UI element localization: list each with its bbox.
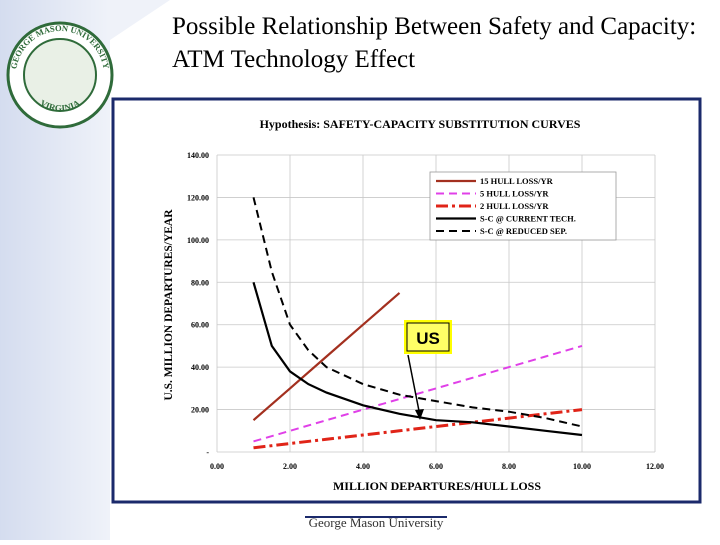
legend-label: 15 HULL LOSS/YR <box>480 176 554 186</box>
footer: George Mason University <box>309 515 444 530</box>
y-tick-label: 20.00 <box>191 406 209 415</box>
title-box: Possible Relationship Between Safety and… <box>172 13 697 73</box>
logo-state-path: VIRGINIA <box>38 98 82 114</box>
y-tick-label: 60.00 <box>191 321 209 330</box>
x-tick-label: 2.00 <box>283 462 297 471</box>
chart-frame <box>111 97 702 504</box>
plot: - 20.00 40.00 60.00 80.00 100.00 120.00 140.00 0… <box>187 151 664 471</box>
x-tick-label: 12.00 <box>646 462 664 471</box>
chart-title: Hypothesis: SAFETY-CAPACITY SUBSTITUTION… <box>260 117 581 131</box>
annotation: US <box>416 329 440 348</box>
annotation-arrow <box>407 354 421 417</box>
y-tick-label: 140.00 <box>187 151 209 160</box>
y-axis-title: U.S. MILLION DEPARTURES/YEAR <box>163 209 175 401</box>
x-tick-label: 8.00 <box>502 462 516 471</box>
logo: GEORGE MASON UNIVERSITY VIRGINIA <box>6 21 114 129</box>
legend-label: S-C @ REDUCED SEP. <box>480 226 567 236</box>
y-tick-label: - <box>206 448 209 457</box>
x-tick-label: 0.00 <box>210 462 224 471</box>
y-tick-label: 40.00 <box>191 363 209 372</box>
legend-label: 2 HULL LOSS/YR <box>480 201 549 211</box>
legend-label: S-C @ CURRENT TECH. <box>480 214 576 224</box>
x-tick-label: 4.00 <box>356 462 370 471</box>
x-tick-label: 10.00 <box>573 462 591 471</box>
series-line <box>253 408 583 450</box>
series-line <box>252 197 583 428</box>
y-tick-label: 120.00 <box>187 193 209 202</box>
decor <box>0 0 170 540</box>
y-tick-label: 100.00 <box>187 236 209 245</box>
annotation-inner <box>406 322 450 352</box>
x-axis-title: MILLION DEPARTURES/HULL LOSS <box>333 479 541 493</box>
series-line <box>252 281 583 437</box>
y-tick-label: 80.00 <box>191 278 209 287</box>
logo-state: VIRGINIA <box>38 98 82 114</box>
annotation-arrowhead <box>415 409 424 420</box>
slide-title: Possible Relationship Between Safety and… <box>172 13 697 73</box>
series-line <box>252 292 401 422</box>
series-line <box>253 344 583 443</box>
legend-label: 5 HULL LOSS/YR <box>480 189 549 199</box>
x-tick-label: 6.00 <box>429 462 443 471</box>
